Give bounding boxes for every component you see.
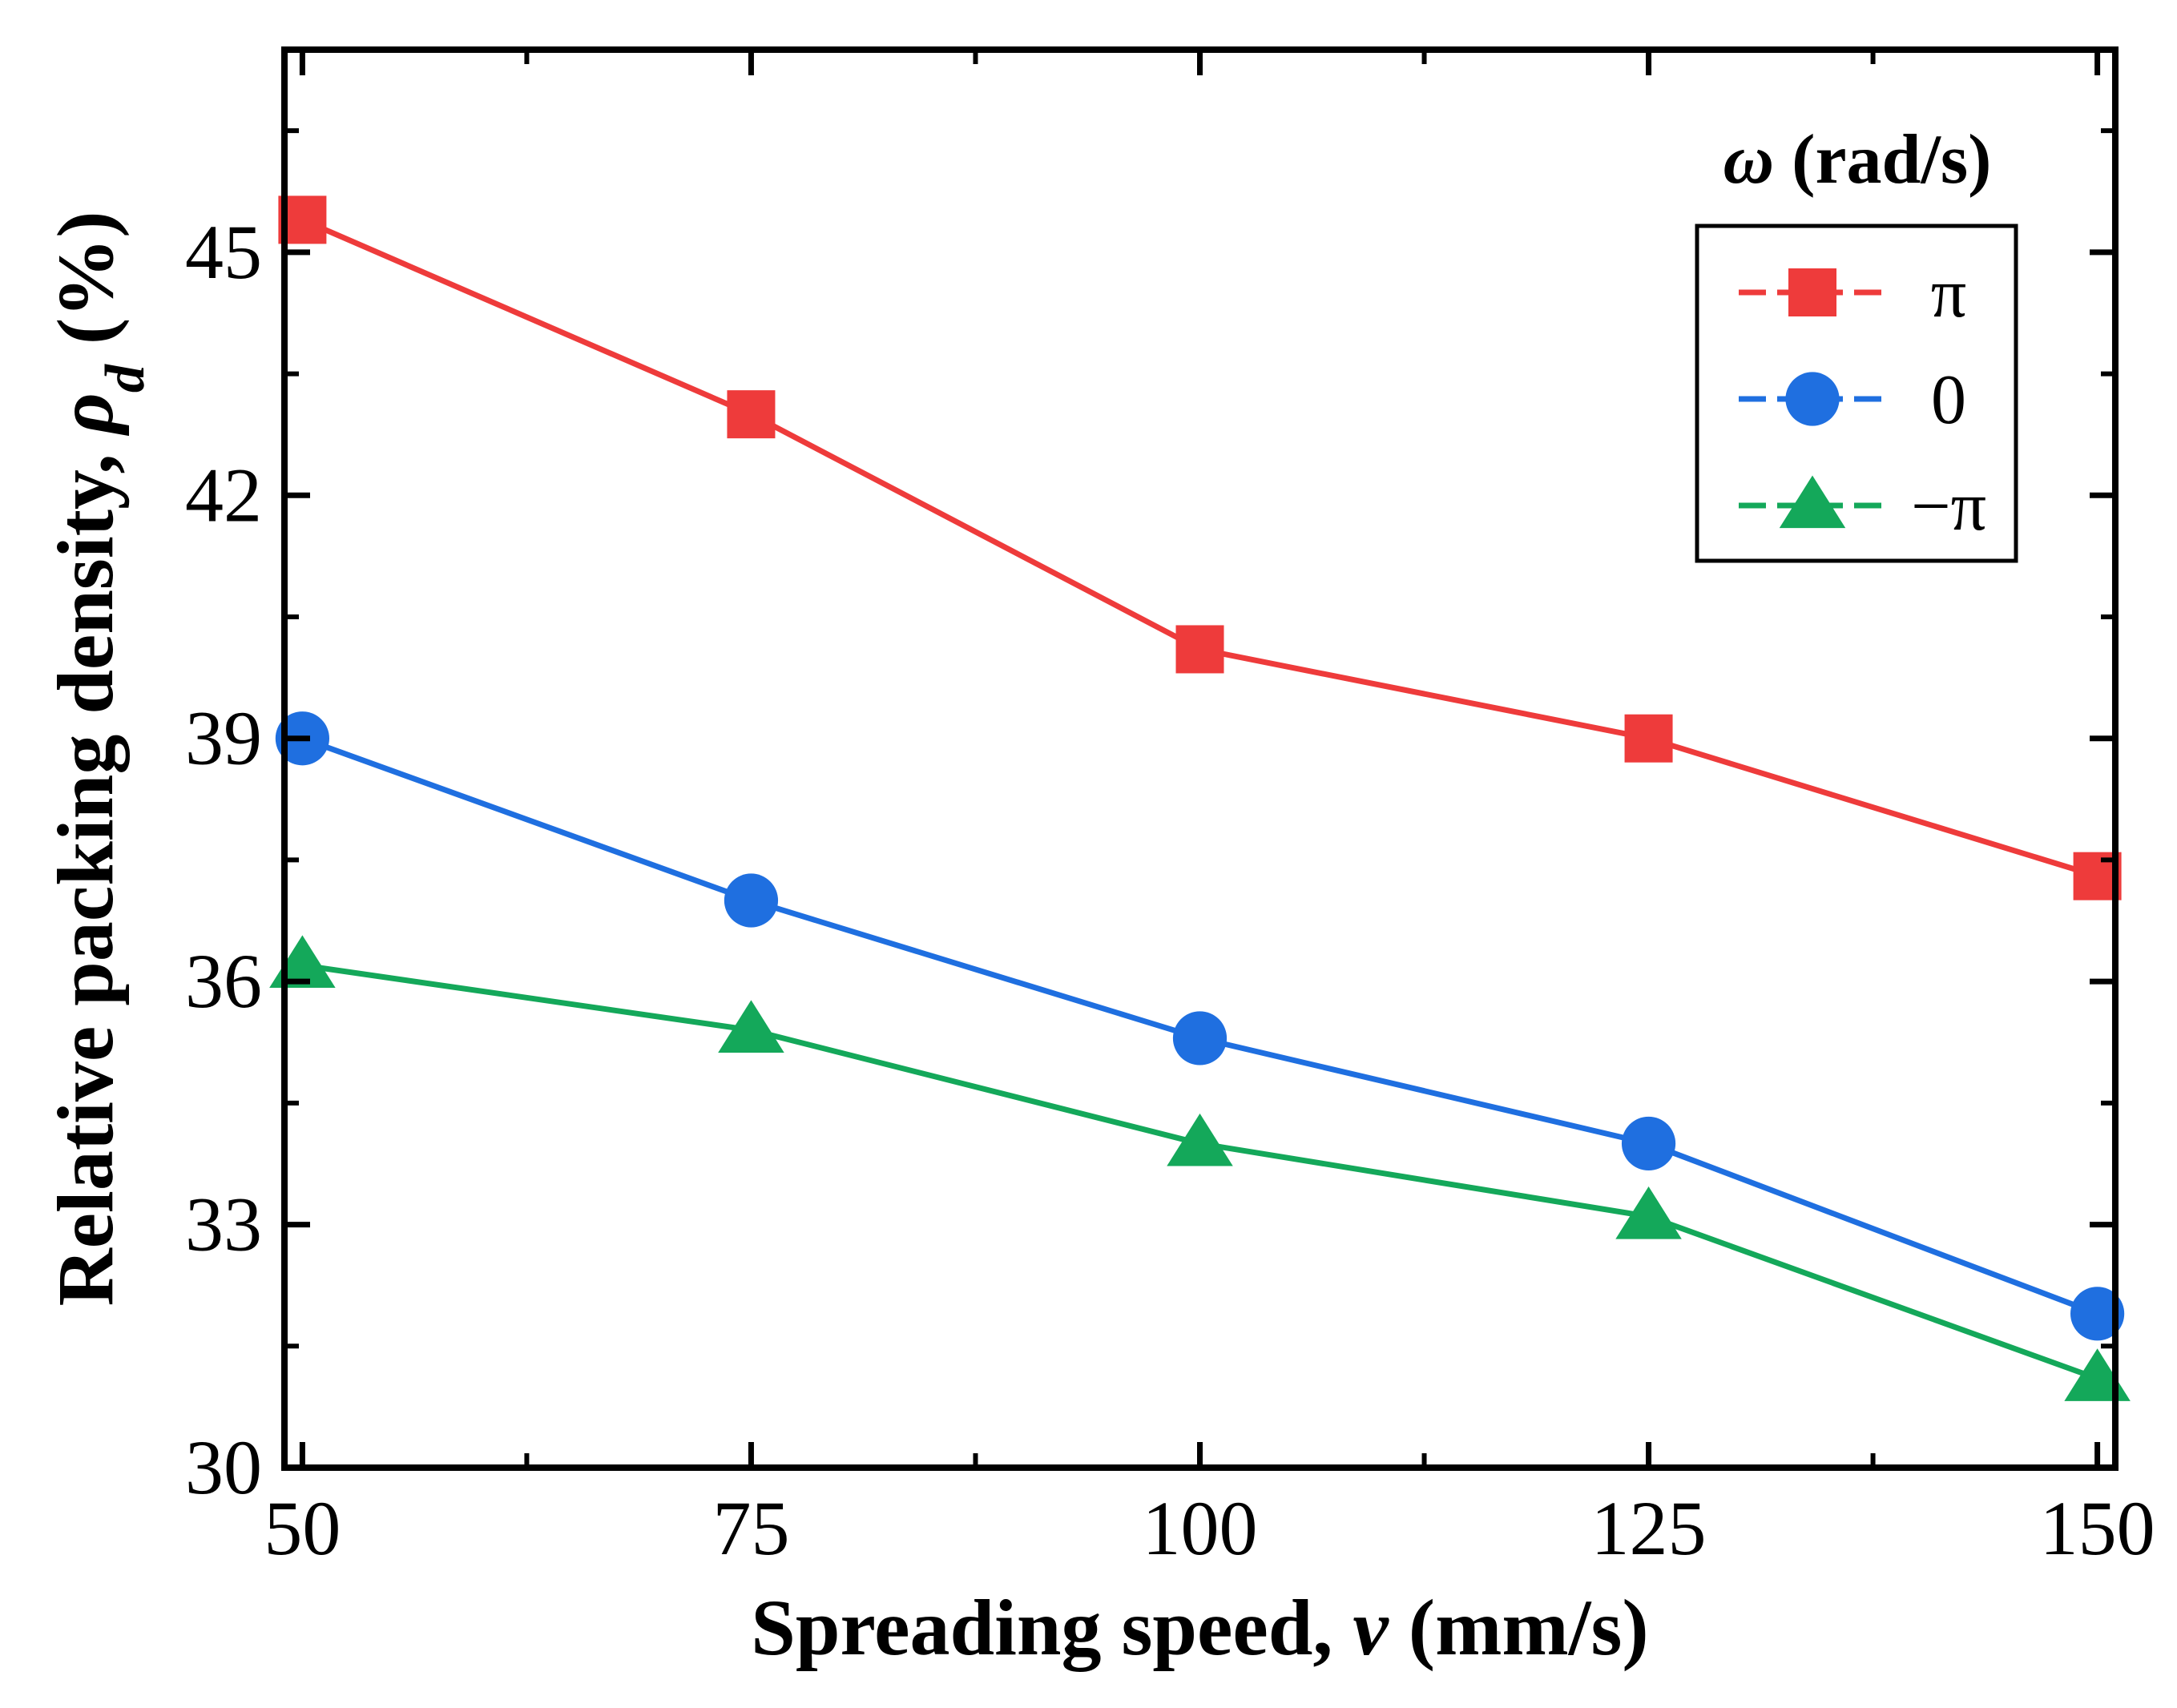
legend-label: 0 bbox=[1931, 361, 1966, 439]
x-tick-label: 75 bbox=[712, 1485, 789, 1571]
x-tick-label: 50 bbox=[264, 1485, 341, 1571]
data-point bbox=[1615, 1186, 1682, 1239]
series-1 bbox=[278, 195, 2122, 900]
legend-entries: π 0 −π bbox=[1739, 255, 1986, 546]
y-tick-label: 36 bbox=[185, 938, 262, 1024]
data-point bbox=[2070, 1287, 2125, 1341]
data-point bbox=[724, 873, 779, 928]
y-tick-label: 33 bbox=[185, 1182, 262, 1267]
legend-label: −π bbox=[1911, 468, 1986, 546]
plot-frame bbox=[281, 46, 2119, 1471]
data-point bbox=[2064, 1348, 2131, 1401]
x-axis-title: Spreading speed, v (mm/s) bbox=[751, 1583, 1648, 1672]
y-tick-label: 39 bbox=[185, 695, 262, 781]
data-point bbox=[1175, 625, 1224, 674]
y-axis-title-suffix: (%) bbox=[41, 211, 130, 365]
data-point bbox=[727, 390, 776, 439]
data-point bbox=[1624, 714, 1673, 763]
y-axis-title-prefix: Relative packing density, bbox=[41, 434, 130, 1307]
legend: ω (rad/s) π 0 −π bbox=[1695, 121, 2018, 563]
legend-entry-2: 0 bbox=[1739, 361, 1966, 439]
y-axis-title-subscript: d bbox=[95, 364, 156, 393]
data-point bbox=[1621, 1116, 1676, 1171]
legend-entry-3: −π bbox=[1739, 468, 1986, 546]
x-axis-title-prefix: Spreading speed, bbox=[751, 1583, 1353, 1672]
y-tick-label: 42 bbox=[185, 452, 262, 538]
series-2 bbox=[275, 711, 2125, 1341]
legend-title-symbol: ω bbox=[1723, 121, 1775, 199]
legend-marker bbox=[1788, 268, 1836, 316]
ticks-layer: 50 75 100 125 150 30 33 36 39 42 45 bbox=[185, 50, 2155, 1571]
data-point bbox=[1167, 1113, 1233, 1166]
x-tick-label: 150 bbox=[2040, 1485, 2155, 1571]
data-point bbox=[718, 1000, 784, 1053]
x-axis-title-suffix: (mm/s) bbox=[1389, 1583, 1649, 1672]
legend-label: π bbox=[1931, 255, 1966, 332]
legend-entry-1: π bbox=[1739, 255, 1966, 332]
legend-marker bbox=[1779, 475, 1846, 529]
y-axis-title: Relative packing density, ρd (%) bbox=[41, 211, 156, 1306]
series-layer bbox=[269, 195, 2131, 1401]
legend-title-unit: (rad/s) bbox=[1774, 121, 1991, 199]
x-tick-label: 100 bbox=[1143, 1485, 1258, 1571]
x-axis-title-symbol: v bbox=[1353, 1583, 1389, 1672]
series-3 bbox=[269, 935, 2131, 1401]
y-tick-label: 30 bbox=[185, 1424, 262, 1510]
y-tick-label: 45 bbox=[185, 209, 262, 295]
x-tick-label: 125 bbox=[1591, 1485, 1707, 1571]
legend-marker bbox=[1785, 372, 1840, 426]
data-point bbox=[1172, 1011, 1228, 1065]
legend-title: ω (rad/s) bbox=[1723, 121, 1992, 199]
y-axis-title-symbol: ρ bbox=[41, 393, 130, 437]
